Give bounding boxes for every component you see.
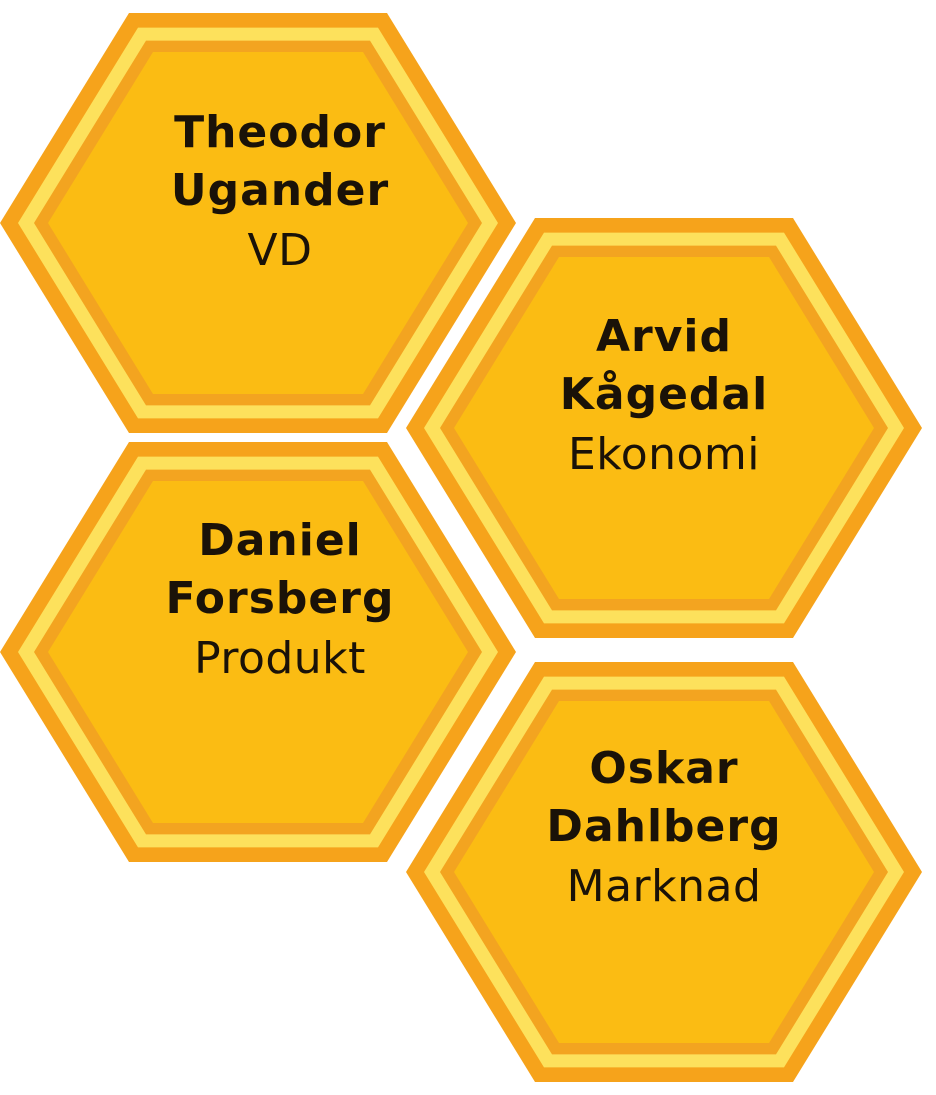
member-card-arvid: Arvid Kågedal Ekonomi (464, 308, 864, 486)
hex-arvid-layer-3 (454, 257, 874, 599)
member-last-name: Kågedal (559, 369, 769, 420)
member-card-oskar: Oskar Dahlberg Marknad (464, 740, 864, 918)
hex-theodor-layer-3 (48, 52, 468, 394)
hex-daniel-layer-3 (48, 481, 468, 823)
member-first-name: Daniel (198, 515, 362, 566)
member-first-name: Oskar (589, 743, 739, 794)
member-first-name: Theodor (174, 107, 386, 158)
member-card-theodor: Theodor Ugander VD (80, 104, 480, 282)
member-role: Ekonomi (567, 429, 761, 480)
member-card-daniel: Daniel Forsberg Produkt (80, 512, 480, 690)
member-role: VD (247, 225, 313, 276)
member-role: Marknad (566, 861, 762, 912)
member-role: Produkt (194, 633, 366, 684)
member-first-name: Arvid (595, 311, 732, 362)
member-last-name: Dahlberg (546, 801, 782, 852)
member-last-name: Ugander (170, 165, 390, 216)
hex-oskar-layer-3 (454, 701, 874, 1043)
member-last-name: Forsberg (165, 573, 395, 624)
